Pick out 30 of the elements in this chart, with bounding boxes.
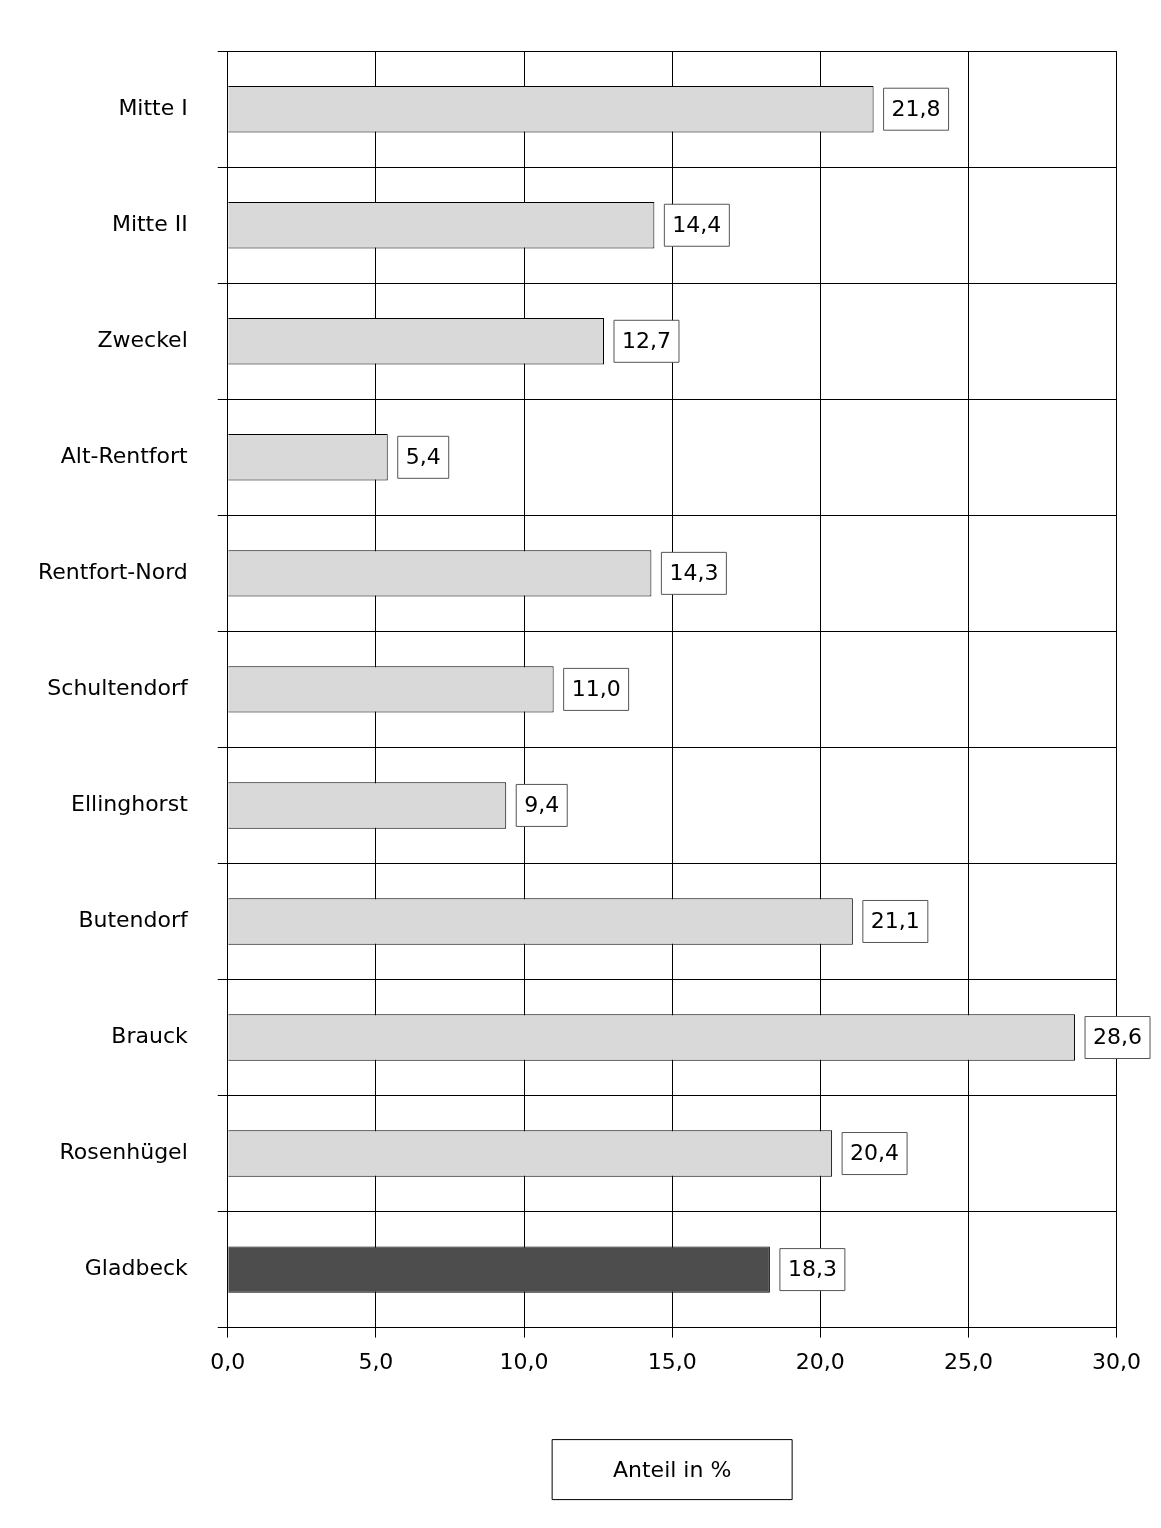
y-tick-label: Butendorf [78, 907, 190, 933]
data-label: 5,4 [405, 444, 441, 470]
x-tick-label: 25,0 [943, 1348, 993, 1374]
y-tick-label: Mitte I [118, 94, 188, 120]
x-axis-title: Anteil in % [612, 1457, 732, 1483]
data-label: 11,0 [571, 676, 621, 702]
data-label: 18,3 [787, 1256, 837, 1282]
x-tick-label: 30,0 [1092, 1348, 1141, 1374]
x-tick-label: 15,0 [647, 1348, 697, 1374]
y-tick-label: Mitte II [111, 210, 188, 236]
y-tick-label: Rentfort-Nord [37, 559, 188, 585]
y-tick-label: Gladbeck [84, 1255, 189, 1281]
data-label: 21,8 [891, 95, 941, 121]
y-tick-label: Rosenhügel [59, 1139, 188, 1165]
y-tick-label: Ellinghorst [71, 791, 189, 817]
y-tick-label: Brauck [111, 1023, 189, 1049]
x-tick-label: 10,0 [499, 1348, 549, 1374]
y-tick-label: Zweckel [97, 327, 188, 353]
data-label: 14,3 [669, 560, 719, 586]
data-label: 14,4 [672, 211, 722, 237]
y-tick-label: Alt-Rentfort [60, 443, 189, 469]
data-label: 9,4 [524, 792, 560, 818]
data-label: 28,6 [1093, 1024, 1143, 1050]
y-tick-label: Schultendorf [47, 675, 189, 701]
x-tick-label: 0,0 [210, 1348, 246, 1374]
data-label: 12,7 [621, 328, 671, 354]
x-tick-label: 20,0 [795, 1348, 845, 1374]
data-label: 21,1 [870, 908, 920, 934]
data-label: 20,4 [850, 1140, 900, 1166]
x-tick-label: 5,0 [358, 1348, 394, 1374]
